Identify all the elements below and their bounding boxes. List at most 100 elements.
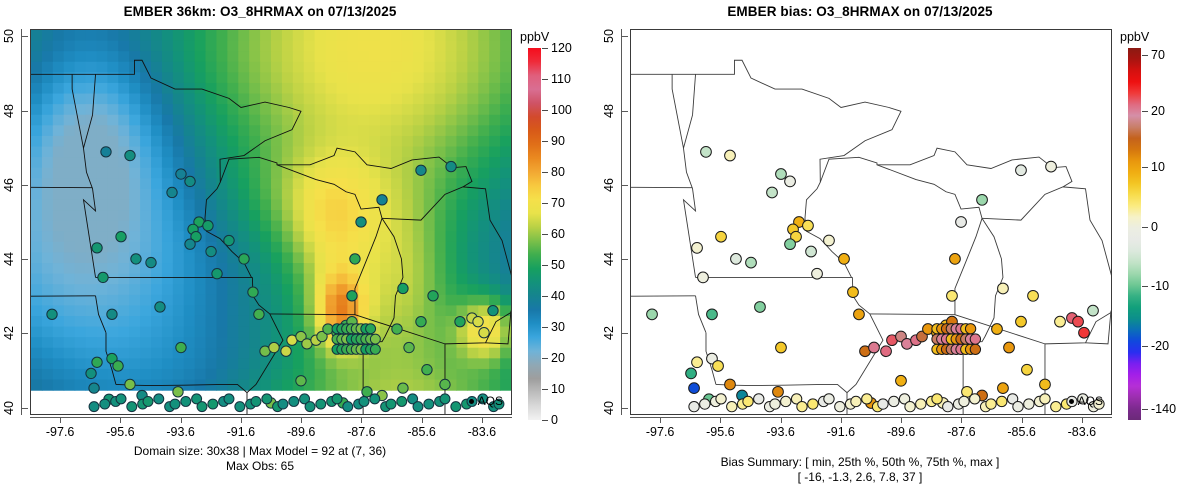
aqs-marker-icon <box>1068 398 1074 404</box>
x-tick-label: -89.6 <box>886 425 916 439</box>
x-tick-label: -95.6 <box>106 425 135 439</box>
model-colorbar-units: ppbV <box>520 30 550 44</box>
y-tick <box>22 36 28 38</box>
x-tick-label: -95.6 <box>706 425 735 439</box>
x-tick-label: -97.6 <box>45 425 75 439</box>
y-tick-label: 46 <box>1 177 16 192</box>
x-tick <box>1021 417 1023 423</box>
x-tick <box>481 417 483 423</box>
colorbar-tick <box>542 48 548 49</box>
bias-panel: EMBER bias: O3_8HRMAX on 07/13/2025 AQS … <box>600 0 1200 502</box>
colorbar-tick-label: 80 <box>551 165 565 179</box>
y-tick-label: 44 <box>601 252 616 267</box>
left-caption-line2: Max Obs: 65 <box>225 459 295 473</box>
colorbar-tick-label: 40 <box>551 289 565 303</box>
model-plot-area[interactable] <box>31 30 511 414</box>
aqs-legend-label-right: AQS <box>1077 394 1103 408</box>
y-tick <box>622 333 628 335</box>
x-tick <box>720 417 722 423</box>
colorbar-tick <box>542 265 548 266</box>
bias-colorbar-gradient <box>1128 48 1141 420</box>
left-caption-line1: Domain size: 30x38 | Max Model = 92 at (… <box>133 444 387 458</box>
y-tick <box>622 259 628 261</box>
right-y-axis-line <box>621 29 622 415</box>
colorbar-tick-label: -140 <box>1151 401 1177 416</box>
x-tick-label: -83.6 <box>1067 425 1097 439</box>
right-caption-line2: [ -16, -1.3, 2.6, 7.8, 37 ] <box>797 470 923 484</box>
aqs-legend-label-left: AQS <box>477 394 503 408</box>
colorbar-tick <box>1142 408 1148 410</box>
colorbar-tick <box>542 79 548 80</box>
x-tick <box>301 417 303 423</box>
colorbar-tick-label: 30 <box>551 320 565 334</box>
y-tick <box>22 407 28 409</box>
x-tick <box>901 417 903 423</box>
y-tick-label: 40 <box>1 400 16 415</box>
colorbar-tick-label: 90 <box>551 134 565 148</box>
model-map-canvas <box>31 30 511 414</box>
x-tick <box>60 417 62 423</box>
y-tick-label: 50 <box>601 29 616 44</box>
y-tick <box>22 110 28 112</box>
y-tick-label: 40 <box>601 400 616 415</box>
aqs-marker-icon <box>468 398 474 404</box>
y-tick <box>622 407 628 409</box>
colorbar-tick-label: 70 <box>551 196 565 210</box>
aqs-legend-left: AQS <box>468 394 503 408</box>
x-tick-label: -93.6 <box>166 425 195 439</box>
x-tick <box>961 417 963 423</box>
left-panel-title: EMBER 36km: O3_8HRMAX on 07/13/2025 <box>123 4 397 19</box>
model-colorbar-gradient <box>528 48 541 420</box>
x-tick <box>1081 417 1083 423</box>
colorbar-tick-label: 110 <box>551 72 571 86</box>
y-tick-label: 50 <box>1 29 16 44</box>
colorbar-tick-label: 120 <box>551 41 572 55</box>
x-tick <box>421 417 423 423</box>
x-tick <box>780 417 782 423</box>
right-panel-title: EMBER bias: O3_8HRMAX on 07/13/2025 <box>727 4 993 19</box>
colorbar-tick <box>542 420 548 421</box>
x-tick <box>361 417 363 423</box>
colorbar-tick <box>542 203 548 204</box>
model-panel: EMBER 36km: O3_8HRMAX on 07/13/2025 <box>1 4 572 473</box>
y-tick-label: 48 <box>601 103 616 118</box>
colorbar-tick <box>542 110 548 111</box>
x-tick <box>240 417 242 423</box>
bias-plot-area[interactable] <box>631 30 1111 414</box>
y-tick-label: 48 <box>1 103 16 118</box>
aqs-legend-right: AQS <box>1068 394 1103 408</box>
y-tick <box>622 36 628 38</box>
bias-colorbar-units: ppbV <box>1120 30 1150 44</box>
x-tick-label: -87.6 <box>347 425 376 439</box>
y-tick-label: 44 <box>1 252 16 267</box>
colorbar-tick-label: 0 <box>1151 219 1158 234</box>
colorbar-tick-label: 60 <box>551 227 565 241</box>
left-y-axis-line <box>21 29 22 415</box>
x-tick-label: -91.6 <box>826 425 856 439</box>
y-tick <box>22 184 28 186</box>
bias-map-frame: AQS <box>630 29 1112 415</box>
left-x-axis-line <box>30 417 512 418</box>
colorbar-tick-label: 50 <box>551 258 565 272</box>
colorbar-tick <box>542 327 548 328</box>
colorbar-tick <box>542 141 548 142</box>
x-tick <box>660 417 662 423</box>
colorbar-tick <box>542 358 548 359</box>
colorbar-tick <box>1142 111 1148 113</box>
model-map-frame: AQS <box>30 29 512 415</box>
x-tick-label: -85.6 <box>407 425 436 439</box>
colorbar-tick <box>542 234 548 235</box>
colorbar-tick <box>542 296 548 297</box>
colorbar-tick-label: 10 <box>1151 160 1165 175</box>
y-tick <box>622 184 628 186</box>
x-tick-label: -85.6 <box>1007 425 1036 439</box>
x-tick-label: -89.6 <box>286 425 316 439</box>
colorbar-tick-label: 100 <box>551 103 572 117</box>
colorbar-tick-label: -20 <box>1151 338 1170 353</box>
y-tick-label: 46 <box>601 177 616 192</box>
colorbar-tick <box>1142 345 1148 347</box>
colorbar-tick <box>1142 55 1148 57</box>
colorbar-tick <box>1142 167 1148 169</box>
colorbar-tick-label: 10 <box>551 382 565 396</box>
